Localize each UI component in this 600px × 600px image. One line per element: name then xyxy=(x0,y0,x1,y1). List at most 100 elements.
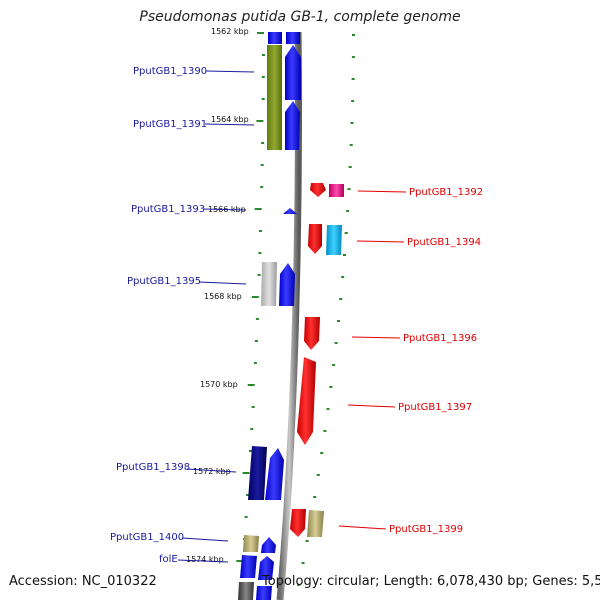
label-PputGB1_1397: PputGB1_1397 xyxy=(398,402,472,413)
scale-minor-tick xyxy=(262,54,265,56)
scale-minor-tick xyxy=(254,340,258,342)
scale-major-tick xyxy=(247,384,255,386)
gene-blue-folE-1 xyxy=(240,555,257,578)
gene-navy-1398 xyxy=(248,446,267,500)
leader-1400 xyxy=(181,537,229,542)
ring-tick xyxy=(344,232,348,234)
label-PputGB1_1399: PputGB1_1399 xyxy=(389,524,463,535)
scale-label-1562: 1562 kbp xyxy=(211,27,249,36)
leader-1398 xyxy=(186,468,237,473)
left-gene-labels: PputGB1_1390 PputGB1_1391 PputGB1_1393 P… xyxy=(110,66,255,565)
ring-tick xyxy=(297,584,301,586)
scale-label-1568: 1568 kbp xyxy=(204,292,242,301)
label-PputGB1_1400: PputGB1_1400 xyxy=(110,532,184,543)
ring-tick xyxy=(348,166,352,168)
leader-1396 xyxy=(351,336,401,339)
label-folE: folE xyxy=(159,554,178,565)
scale-minor-tick xyxy=(244,516,248,518)
label-PputGB1_1392: PputGB1_1392 xyxy=(409,187,483,198)
scale-minor-tick xyxy=(260,186,264,188)
ring-tick xyxy=(329,386,333,388)
ring-tick xyxy=(351,56,355,58)
ring-tick xyxy=(323,430,327,432)
scale-major-tick xyxy=(251,296,259,298)
gene-red-1394 xyxy=(308,224,322,254)
gene-khaki-1400 xyxy=(243,535,259,552)
scale-minor-tick xyxy=(261,76,265,78)
label-PputGB1_1390: PputGB1_1390 xyxy=(133,66,207,77)
gene-gray-1395 xyxy=(261,262,277,306)
leader-1399 xyxy=(338,525,387,530)
gene-red-1392 xyxy=(310,183,326,197)
scale-minor-tick xyxy=(257,274,261,276)
leader-1390 xyxy=(205,70,255,73)
gene-blue-1400 xyxy=(261,537,276,553)
leader-1394 xyxy=(356,240,405,243)
ring-tick xyxy=(334,342,338,344)
scale-label-1564: 1564 kbp xyxy=(211,115,249,124)
gene-blue-1391 xyxy=(285,101,300,150)
scale-minor-tick xyxy=(261,98,265,100)
gene-partial-top-1 xyxy=(268,32,282,44)
ring-tick xyxy=(352,34,355,36)
ring-tick xyxy=(337,320,340,322)
ring-tick xyxy=(347,188,351,190)
scale-labels: 1562 kbp 1564 kbp 1566 kbp 1568 kbp 1570… xyxy=(186,27,249,564)
gene-red-1396 xyxy=(304,317,320,350)
accession-text: Accession: NC_010322 xyxy=(9,574,157,589)
leader-1391 xyxy=(204,123,255,126)
gene-blue-1395 xyxy=(279,263,295,306)
gene-cyan-1394 xyxy=(326,225,342,255)
scale-major-tick xyxy=(236,560,244,562)
gene-blue-folE-2 xyxy=(258,556,274,580)
label-PputGB1_1395: PputGB1_1395 xyxy=(127,276,201,287)
ring-tick xyxy=(341,276,345,278)
ring-tick xyxy=(350,122,354,124)
leader-1392 xyxy=(357,190,407,193)
ring-tick xyxy=(351,78,355,80)
ring-tick xyxy=(346,210,350,212)
map-title: Pseudomonas putida GB-1, complete genome xyxy=(139,9,461,25)
scale-major-tick xyxy=(254,208,262,210)
scale-minor-tick xyxy=(261,142,265,144)
ring-tick xyxy=(313,496,317,498)
scale-major-tick xyxy=(257,32,264,34)
ring-tick xyxy=(305,540,309,542)
gene-blue-1398 xyxy=(265,448,284,500)
scale-minor-tick xyxy=(259,230,262,232)
gene-blue-1390 xyxy=(285,45,301,100)
gene-partial-bottom-1 xyxy=(238,582,254,600)
leader-1397 xyxy=(347,404,396,408)
ring-tick xyxy=(339,298,343,300)
ring-tick xyxy=(301,562,305,564)
gene-blue-1393 xyxy=(283,208,297,214)
gene-partial-bottom-2 xyxy=(256,586,272,600)
outer-ring-ticks xyxy=(297,34,355,586)
leader-1393 xyxy=(202,208,247,211)
genome-backbone xyxy=(276,31,302,600)
gene-red-1399 xyxy=(290,509,306,537)
ring-tick xyxy=(349,144,353,146)
scale-minor-tick xyxy=(253,362,257,364)
scale-label-1572: 1572 kbp xyxy=(193,467,231,476)
scale-minor-tick xyxy=(255,318,259,320)
gene-features xyxy=(238,32,344,600)
scale-major-tick xyxy=(256,120,264,122)
right-gene-labels: PputGB1_1392 PputGB1_1394 PputGB1_1396 P… xyxy=(338,187,483,535)
ring-tick xyxy=(343,254,346,256)
ring-tick xyxy=(326,408,330,410)
ring-tick xyxy=(316,474,320,476)
label-PputGB1_1398: PputGB1_1398 xyxy=(116,462,190,473)
scale-minor-tick xyxy=(251,406,255,408)
ring-tick xyxy=(320,452,324,454)
scale-minor-tick xyxy=(249,450,252,452)
leader-folE xyxy=(177,559,229,563)
gene-red-1397 xyxy=(297,357,316,445)
scale-label-1570: 1570 kbp xyxy=(200,380,238,389)
scale-minor-tick xyxy=(250,428,254,430)
scale-major-tick xyxy=(242,472,250,474)
gene-khaki-1399 xyxy=(307,510,324,537)
scale-label-1574: 1574 kbp xyxy=(186,555,224,564)
leader-1395 xyxy=(198,281,247,285)
